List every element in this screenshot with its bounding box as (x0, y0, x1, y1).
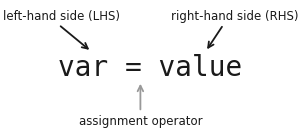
Text: assignment operator: assignment operator (79, 115, 203, 128)
Text: left-hand side (LHS): left-hand side (LHS) (3, 10, 120, 23)
Text: right-hand side (RHS): right-hand side (RHS) (171, 10, 298, 23)
Text: var = value: var = value (58, 54, 242, 82)
